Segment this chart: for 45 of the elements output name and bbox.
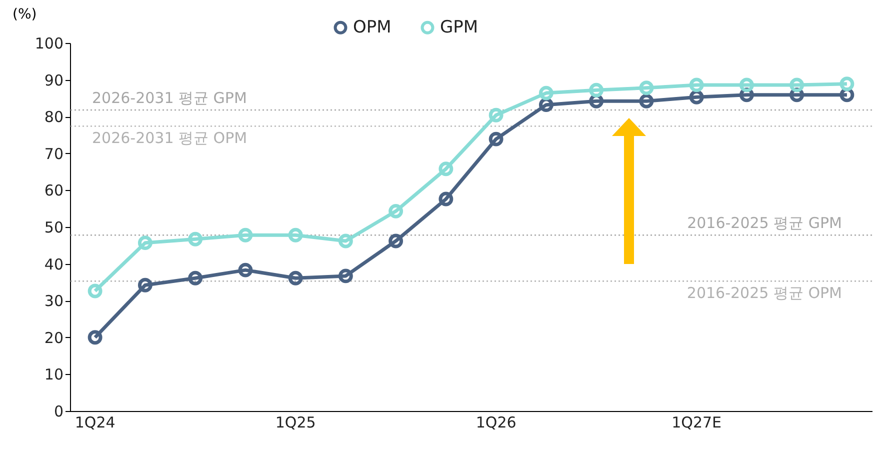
- point: [488, 132, 504, 146]
- y-tick-label: 30: [44, 292, 64, 310]
- point: [238, 262, 253, 278]
- point: [689, 78, 704, 92]
- point: [338, 268, 353, 284]
- y-tick-label: 20: [44, 328, 64, 347]
- point: [639, 80, 654, 96]
- y-tick-label: 100: [34, 34, 64, 52]
- y-tick-label: 50: [44, 218, 64, 236]
- point: [188, 232, 203, 246]
- ref-line-label: 2026-2031 평균 OPM: [92, 129, 248, 148]
- y-tick-label: 70: [44, 144, 64, 163]
- point: [138, 236, 152, 250]
- x-tick-label: 1Q24: [74, 414, 116, 432]
- point: [790, 78, 804, 92]
- x-tick-label: 1Q27E: [672, 414, 722, 432]
- point: [238, 228, 253, 242]
- point: [438, 192, 454, 206]
- point: [338, 234, 353, 248]
- y-tick-label: 80: [44, 108, 64, 126]
- legend-label: GPM: [440, 18, 478, 38]
- point: [188, 270, 203, 286]
- point: [388, 234, 404, 248]
- point: [739, 78, 754, 92]
- y-tick-label: 90: [44, 71, 64, 90]
- x-tick-label: 1Q26: [476, 414, 516, 432]
- ref-line-label: 2016-2025 평균 OPM: [686, 284, 842, 302]
- point: [639, 94, 654, 108]
- point: [288, 270, 303, 286]
- point: [488, 108, 504, 122]
- ref-line-label: 2026-2031 평균 GPM: [92, 88, 247, 107]
- y-tick-label: 0: [54, 402, 64, 420]
- point: [438, 162, 454, 176]
- y-tick-label: 10: [44, 366, 64, 384]
- point: [388, 204, 404, 218]
- point: [138, 278, 152, 292]
- point: [288, 228, 303, 242]
- y-tick-label: 40: [44, 255, 64, 274]
- point: [538, 86, 554, 100]
- point: [589, 82, 604, 98]
- ref-line-label: 2016-2025 평균 GPM: [687, 214, 842, 232]
- y-tick-label: 60: [44, 182, 64, 200]
- x-tick-label: 1Q25: [275, 414, 316, 432]
- legend-label: OPM: [353, 18, 392, 38]
- y-axis-title: (%): [12, 6, 37, 22]
